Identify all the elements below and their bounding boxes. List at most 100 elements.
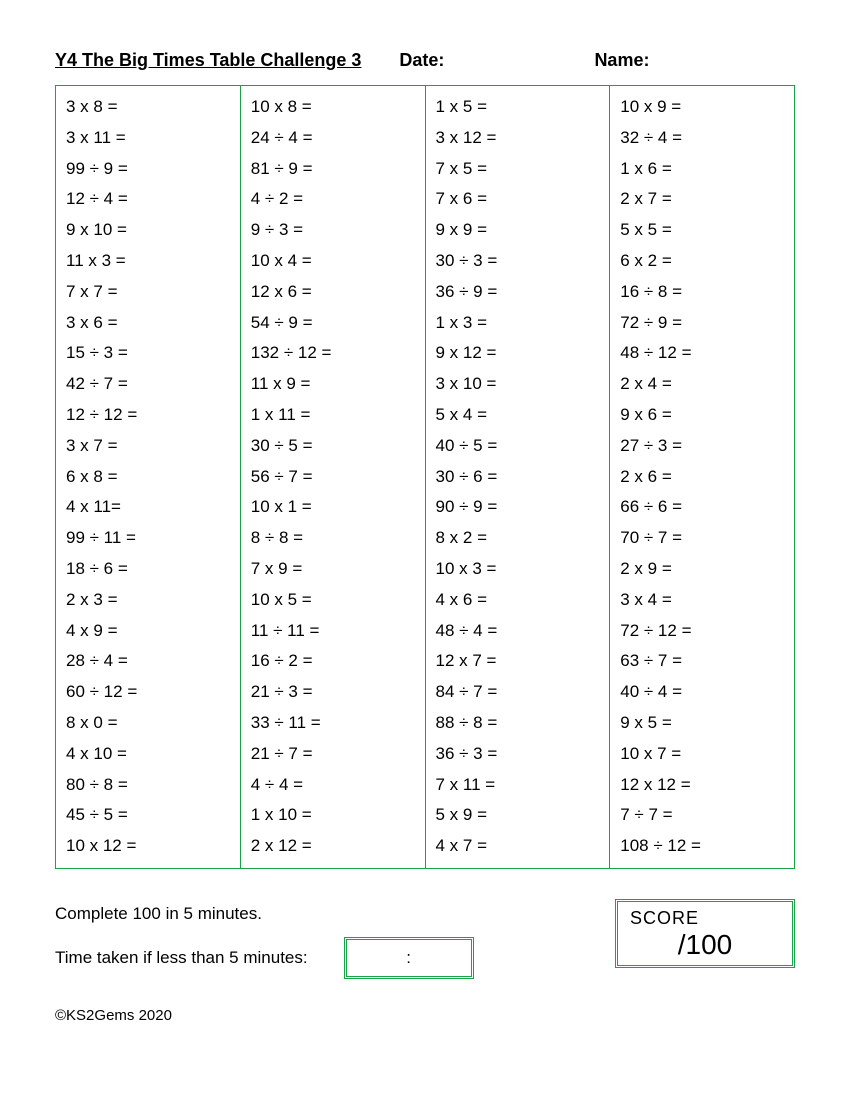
problem-cell: 10 x 12 = — [66, 831, 230, 862]
time-box: : — [344, 937, 474, 979]
problem-cell: 48 ÷ 4 = — [436, 616, 600, 647]
score-value: /100 — [630, 929, 780, 961]
problem-cell: 15 ÷ 3 = — [66, 338, 230, 369]
name-label: Name: — [594, 50, 649, 71]
problem-cell: 18 ÷ 6 = — [66, 554, 230, 585]
problem-cell: 10 x 8 = — [251, 92, 415, 123]
time-value: : — [406, 948, 411, 968]
problem-cell: 4 x 11= — [66, 492, 230, 523]
copyright: ©KS2Gems 2020 — [55, 1007, 795, 1024]
problems-table: 3 x 8 =3 x 11 =99 ÷ 9 =12 ÷ 4 =9 x 10 =1… — [55, 85, 795, 869]
problem-cell: 5 x 5 = — [620, 215, 784, 246]
table-column: 10 x 8 =24 ÷ 4 =81 ÷ 9 =4 ÷ 2 =9 ÷ 3 =10… — [241, 86, 426, 868]
problem-cell: 7 ÷ 7 = — [620, 800, 784, 831]
problem-cell: 9 x 10 = — [66, 215, 230, 246]
problem-cell: 10 x 9 = — [620, 92, 784, 123]
problem-cell: 1 x 10 = — [251, 800, 415, 831]
problem-cell: 132 ÷ 12 = — [251, 338, 415, 369]
problem-cell: 3 x 10 = — [436, 369, 600, 400]
table-column: 10 x 9 =32 ÷ 4 =1 x 6 =2 x 7 =5 x 5 =6 x… — [610, 86, 794, 868]
problem-cell: 8 x 0 = — [66, 708, 230, 739]
problem-cell: 4 x 10 = — [66, 739, 230, 770]
problem-cell: 3 x 6 = — [66, 308, 230, 339]
problem-cell: 12 ÷ 12 = — [66, 400, 230, 431]
problem-cell: 10 x 5 = — [251, 585, 415, 616]
problem-cell: 10 x 7 = — [620, 739, 784, 770]
problem-cell: 72 ÷ 9 = — [620, 308, 784, 339]
problem-cell: 4 x 9 = — [66, 616, 230, 647]
problem-cell: 90 ÷ 9 = — [436, 492, 600, 523]
problem-cell: 12 x 7 = — [436, 646, 600, 677]
problem-cell: 1 x 3 = — [436, 308, 600, 339]
problem-cell: 63 ÷ 7 = — [620, 646, 784, 677]
problem-cell: 2 x 7 = — [620, 184, 784, 215]
worksheet-header: Y4 The Big Times Table Challenge 3 Date:… — [55, 50, 795, 71]
problem-cell: 8 ÷ 8 = — [251, 523, 415, 554]
table-column: 1 x 5 =3 x 12 =7 x 5 =7 x 6 =9 x 9 =30 ÷… — [426, 86, 611, 868]
problem-cell: 11 x 3 = — [66, 246, 230, 277]
problem-cell: 4 ÷ 4 = — [251, 770, 415, 801]
problem-cell: 16 ÷ 2 = — [251, 646, 415, 677]
problem-cell: 36 ÷ 9 = — [436, 277, 600, 308]
problem-cell: 88 ÷ 8 = — [436, 708, 600, 739]
problem-cell: 6 x 2 = — [620, 246, 784, 277]
problem-cell: 24 ÷ 4 = — [251, 123, 415, 154]
problem-cell: 30 ÷ 6 = — [436, 462, 600, 493]
footer-row: Time taken if less than 5 minutes: : SCO… — [55, 937, 795, 979]
problem-cell: 7 x 7 = — [66, 277, 230, 308]
problem-cell: 42 ÷ 7 = — [66, 369, 230, 400]
problem-cell: 99 ÷ 9 = — [66, 154, 230, 185]
problem-cell: 54 ÷ 9 = — [251, 308, 415, 339]
problem-cell: 12 ÷ 4 = — [66, 184, 230, 215]
problem-cell: 16 ÷ 8 = — [620, 277, 784, 308]
problem-cell: 60 ÷ 12 = — [66, 677, 230, 708]
problem-cell: 5 x 4 = — [436, 400, 600, 431]
problem-cell: 33 ÷ 11 = — [251, 708, 415, 739]
problem-cell: 108 ÷ 12 = — [620, 831, 784, 862]
problem-cell: 7 x 6 = — [436, 184, 600, 215]
problem-cell: 56 ÷ 7 = — [251, 462, 415, 493]
problem-cell: 12 x 12 = — [620, 770, 784, 801]
problem-cell: 4 x 6 = — [436, 585, 600, 616]
problem-cell: 7 x 11 = — [436, 770, 600, 801]
problem-cell: 3 x 7 = — [66, 431, 230, 462]
problem-cell: 2 x 9 = — [620, 554, 784, 585]
problem-cell: 9 x 9 = — [436, 215, 600, 246]
problem-cell: 70 ÷ 7 = — [620, 523, 784, 554]
problem-cell: 5 x 9 = — [436, 800, 600, 831]
problem-cell: 10 x 4 = — [251, 246, 415, 277]
problem-cell: 7 x 5 = — [436, 154, 600, 185]
problem-cell: 7 x 9 = — [251, 554, 415, 585]
table-column: 3 x 8 =3 x 11 =99 ÷ 9 =12 ÷ 4 =9 x 10 =1… — [56, 86, 241, 868]
problem-cell: 27 ÷ 3 = — [620, 431, 784, 462]
problem-cell: 9 ÷ 3 = — [251, 215, 415, 246]
problem-cell: 3 x 4 = — [620, 585, 784, 616]
problem-cell: 36 ÷ 3 = — [436, 739, 600, 770]
problem-cell: 2 x 4 = — [620, 369, 784, 400]
problem-cell: 8 x 2 = — [436, 523, 600, 554]
problem-cell: 21 ÷ 3 = — [251, 677, 415, 708]
problem-cell: 72 ÷ 12 = — [620, 616, 784, 647]
problem-cell: 9 x 12 = — [436, 338, 600, 369]
date-label: Date: — [399, 50, 444, 71]
problem-cell: 81 ÷ 9 = — [251, 154, 415, 185]
problem-cell: 2 x 12 = — [251, 831, 415, 862]
problem-cell: 40 ÷ 4 = — [620, 677, 784, 708]
problem-cell: 30 ÷ 5 = — [251, 431, 415, 462]
problem-cell: 9 x 6 = — [620, 400, 784, 431]
problem-cell: 40 ÷ 5 = — [436, 431, 600, 462]
problem-cell: 3 x 11 = — [66, 123, 230, 154]
problem-cell: 32 ÷ 4 = — [620, 123, 784, 154]
problem-cell: 10 x 1 = — [251, 492, 415, 523]
problem-cell: 2 x 3 = — [66, 585, 230, 616]
problem-cell: 45 ÷ 5 = — [66, 800, 230, 831]
problem-cell: 48 ÷ 12 = — [620, 338, 784, 369]
score-label: SCORE — [630, 908, 780, 929]
problem-cell: 28 ÷ 4 = — [66, 646, 230, 677]
problem-cell: 21 ÷ 7 = — [251, 739, 415, 770]
problem-cell: 3 x 8 = — [66, 92, 230, 123]
problem-cell: 1 x 5 = — [436, 92, 600, 123]
problem-cell: 12 x 6 = — [251, 277, 415, 308]
problem-cell: 4 x 7 = — [436, 831, 600, 862]
problem-cell: 10 x 3 = — [436, 554, 600, 585]
